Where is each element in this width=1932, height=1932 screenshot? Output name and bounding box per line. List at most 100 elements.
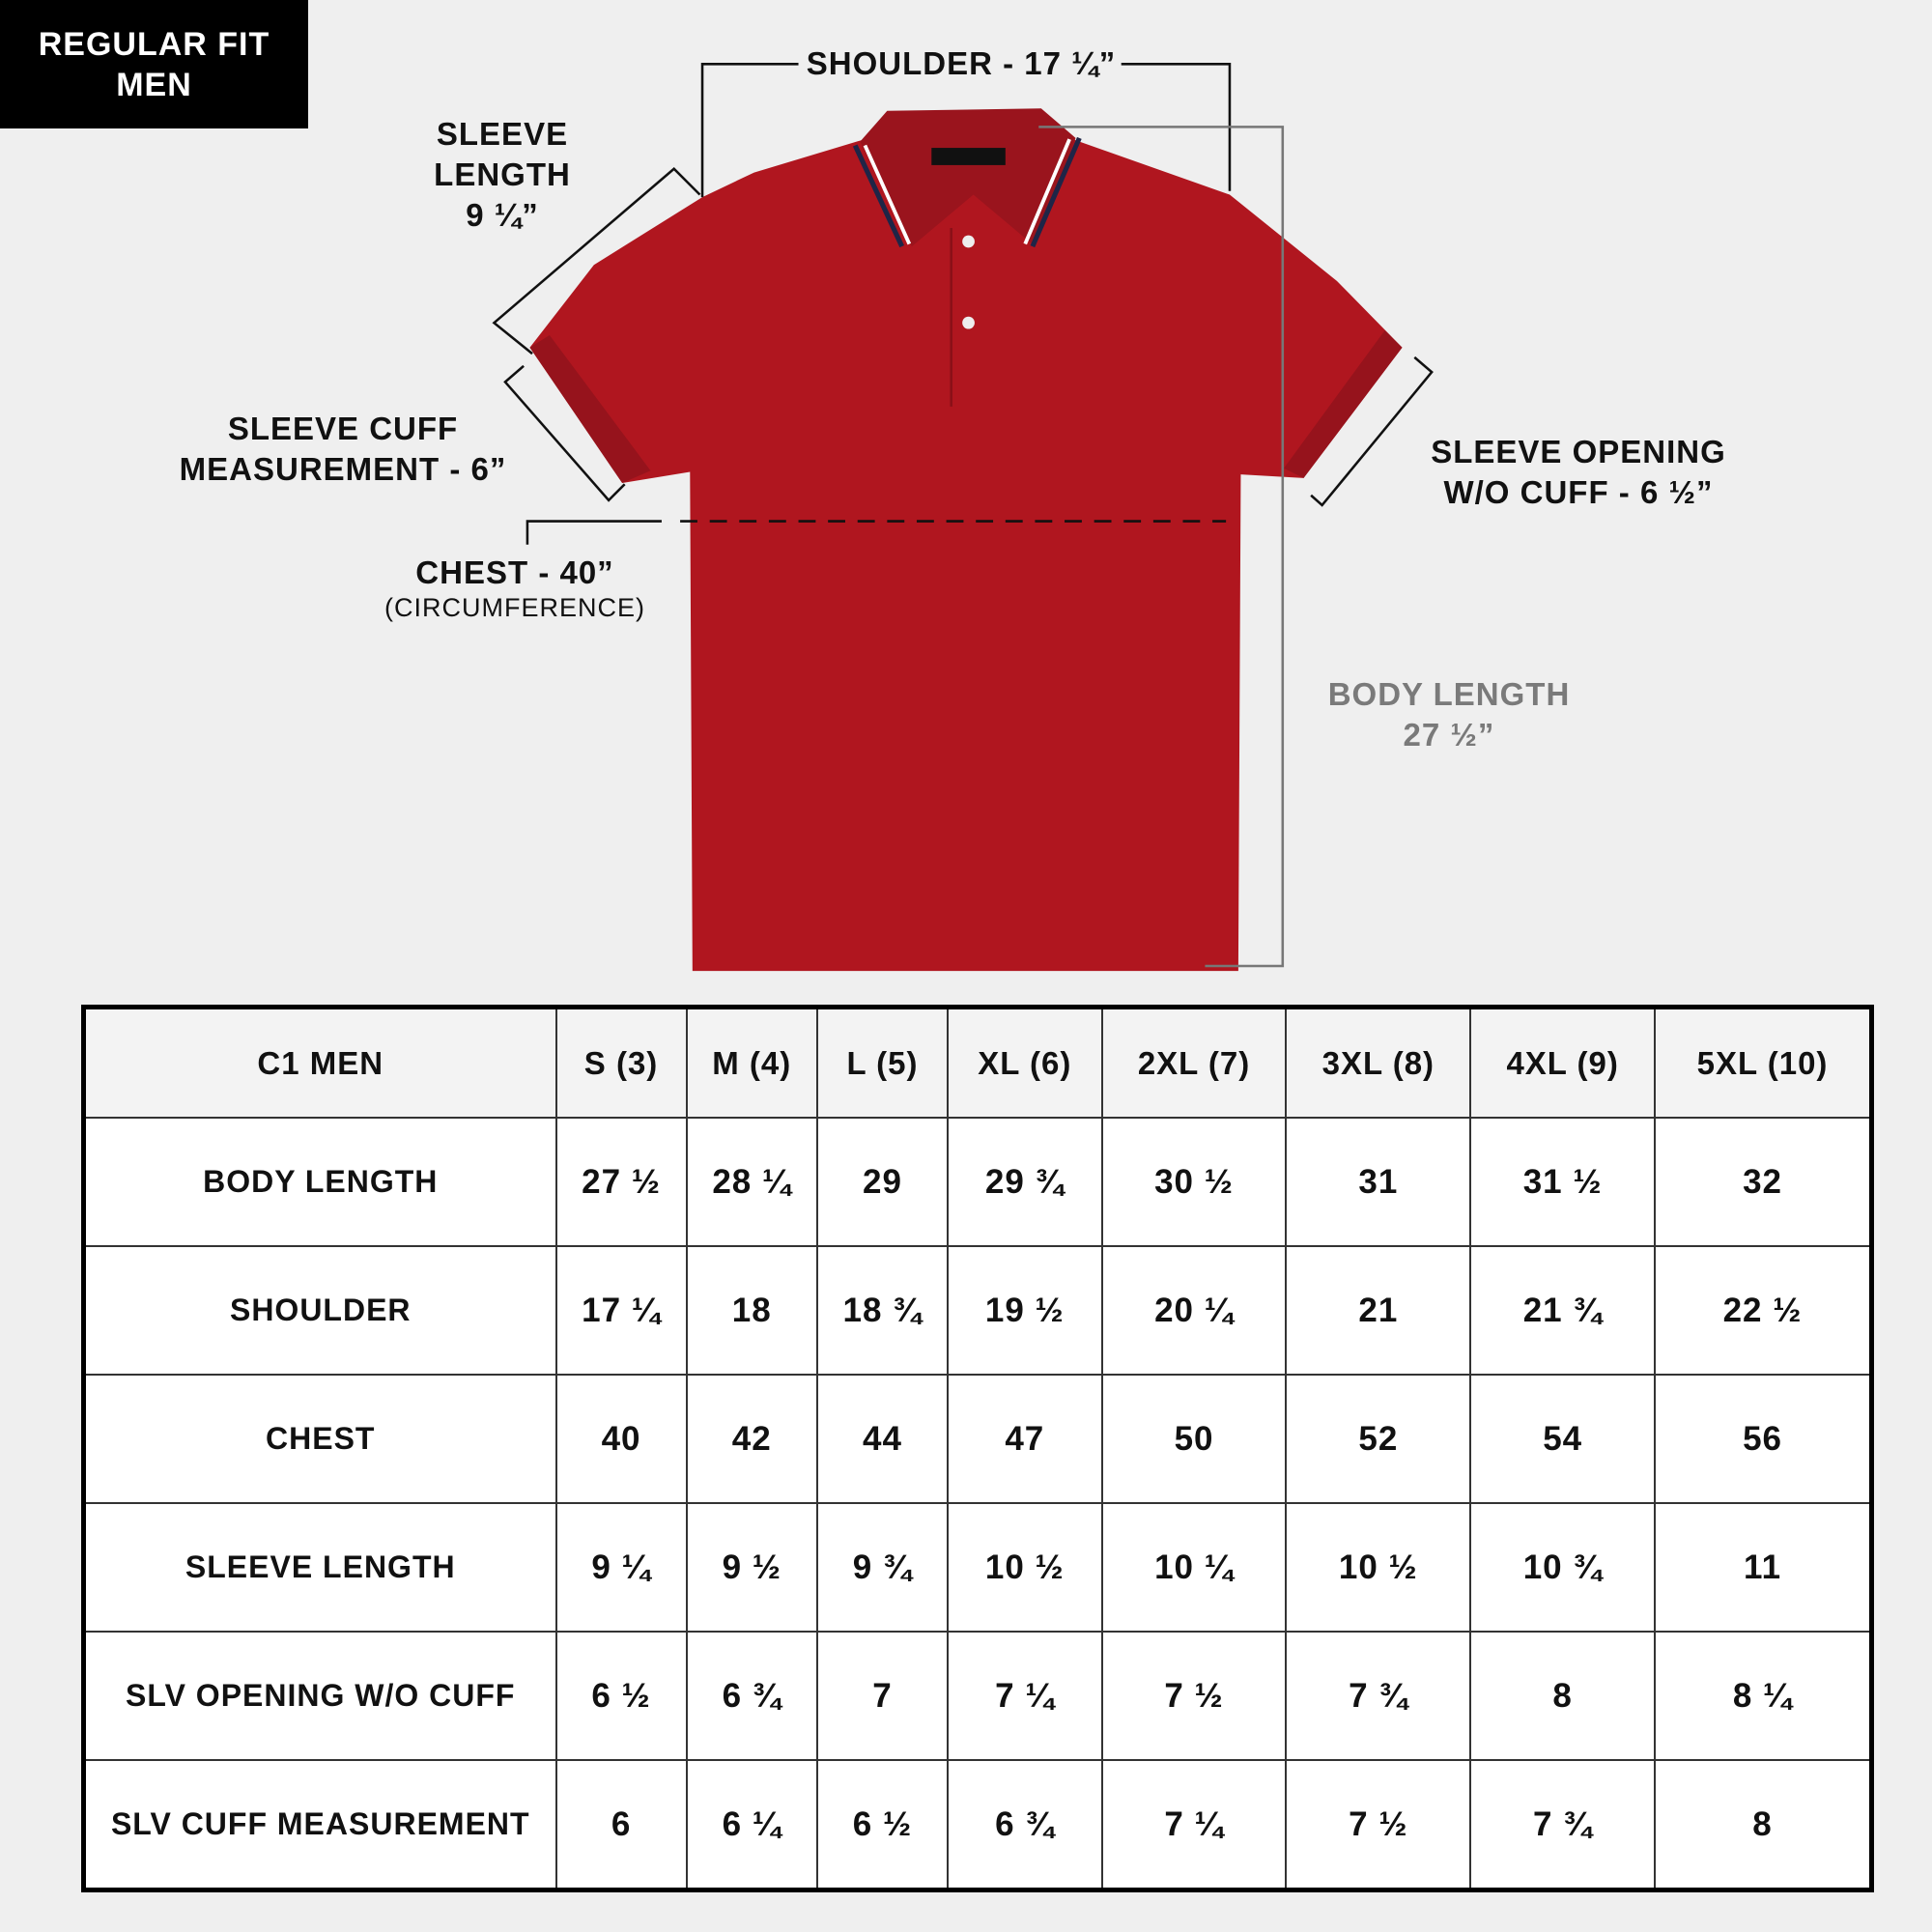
- shirt-body: [529, 135, 1403, 972]
- shoulder-bracket: [700, 63, 1232, 198]
- sleeve-length-label: SLEEVE LENGTH 9 ¼”: [434, 114, 571, 236]
- badge-line2: MEN: [116, 66, 192, 103]
- right-cuff: [1284, 329, 1403, 478]
- sleeve-cuff-label: SLEEVE CUFF MEASUREMENT - 6”: [180, 409, 507, 490]
- table-cell: 6 ¾: [685, 1631, 818, 1761]
- table-cell: 29 ¾: [947, 1117, 1103, 1247]
- table-cell: 22 ½: [1654, 1245, 1873, 1376]
- body-length-label: BODY LENGTH 27 ½”: [1328, 674, 1571, 755]
- collar-stripe-navy: [852, 136, 1082, 248]
- button: [962, 235, 975, 248]
- table-cell: 8: [1654, 1759, 1873, 1891]
- row-label: SHOULDER: [82, 1245, 557, 1376]
- table-cell: 6 ¼: [685, 1759, 818, 1891]
- size-header: 2XL (7): [1100, 1006, 1288, 1119]
- button: [962, 316, 975, 329]
- table-cell: 8 ¼: [1654, 1631, 1873, 1761]
- chest-note: (CIRCUMFERENCE): [384, 593, 645, 622]
- badge-line1: REGULAR FIT: [38, 25, 270, 63]
- sleeve-opening-line2: W/O CUFF - 6 ½”: [1443, 474, 1714, 510]
- neck-label: [931, 148, 1006, 165]
- sleeve-cuff-line1: SLEEVE CUFF: [227, 411, 459, 446]
- chest-label: CHEST - 40” (CIRCUMFERENCE): [384, 553, 645, 622]
- table-cell: 10 ¾: [1469, 1502, 1657, 1633]
- body-length-line1: BODY LENGTH: [1327, 676, 1571, 712]
- size-header: 3XL (8): [1285, 1006, 1472, 1119]
- table-row: BODY LENGTH 27 ½ 28 ¼ 29 29 ¾ 30 ½ 31 31 ½ 32: [82, 1117, 1873, 1247]
- table-cell: 47: [947, 1374, 1103, 1504]
- table-cell: 7: [815, 1631, 950, 1761]
- sleeve-opening-line1: SLEEVE OPENING: [1431, 434, 1726, 469]
- table-cell: 30 ½: [1100, 1117, 1288, 1247]
- table-cell: 42: [685, 1374, 818, 1504]
- shoulder-label: SHOULDER - 17 ¼”: [806, 45, 1117, 81]
- table-cell: 32: [1654, 1117, 1873, 1247]
- row-label: SLEEVE LENGTH: [82, 1502, 557, 1633]
- size-header: S (3): [554, 1006, 688, 1119]
- table-cell: 10 ½: [1285, 1502, 1472, 1633]
- table-header-row: C1 MEN S (3) M (4) L (5) XL (6) 2XL (7) 3XL (8…: [82, 1006, 1873, 1119]
- body-length-bracket: [1038, 126, 1285, 968]
- table-cell: 29: [815, 1117, 950, 1247]
- table-cell: 8: [1469, 1631, 1657, 1761]
- table-cell: 7 ¾: [1285, 1631, 1472, 1761]
- table-cell: 17 ¼: [554, 1245, 688, 1376]
- table-cell: 7 ½: [1100, 1631, 1288, 1761]
- table-cell: 52: [1285, 1374, 1472, 1504]
- sleeve-opening-bracket: [1310, 355, 1434, 507]
- table-cell: 9 ½: [685, 1502, 818, 1633]
- table-cell: 9 ¼: [554, 1502, 688, 1633]
- size-header: 5XL (10): [1654, 1006, 1873, 1119]
- table-cell: 50: [1100, 1374, 1288, 1504]
- size-header: XL (6): [947, 1006, 1103, 1119]
- sleeve-opening-label: SLEEVE OPENING W/O CUFF - 6 ½”: [1431, 432, 1726, 513]
- sleeve-cuff-line2: MEASUREMENT - 6”: [179, 451, 507, 487]
- left-cuff: [529, 334, 651, 483]
- table-cell: 19 ½: [947, 1245, 1103, 1376]
- table-cell: 11: [1654, 1502, 1873, 1633]
- chest-bracket: [526, 520, 662, 545]
- sleeve-length-line2: LENGTH: [434, 156, 571, 192]
- table-cell: 6: [554, 1759, 688, 1891]
- table-cell: 18: [685, 1245, 818, 1376]
- row-label: CHEST: [82, 1374, 557, 1504]
- row-label: SLV OPENING W/O CUFF: [82, 1631, 557, 1761]
- table-row: SHOULDER 17 ¼ 18 18 ¾ 19 ½ 20 ¼ 21 21 ¾ 22 ½: [82, 1245, 1873, 1376]
- size-header: 4XL (9): [1469, 1006, 1657, 1119]
- table-cell: 6 ¾: [947, 1759, 1103, 1891]
- collar-stripe-white: [863, 138, 1071, 245]
- table-cell: 10 ½: [947, 1502, 1103, 1633]
- table-cell: 6 ½: [554, 1631, 688, 1761]
- collar: [860, 108, 1076, 247]
- sleeve-length-value: 9 ¼”: [466, 197, 539, 233]
- table-cell: 21: [1285, 1245, 1472, 1376]
- table-cell: 27 ½: [554, 1117, 688, 1247]
- body-length-value: 27 ½”: [1403, 717, 1495, 753]
- table-row: CHEST 40 42 44 47 50 52 54 56: [82, 1374, 1873, 1504]
- table-cell: 20 ¼: [1100, 1245, 1288, 1376]
- table-cell: 9 ¾: [815, 1502, 950, 1633]
- table-cell: 7 ½: [1285, 1759, 1472, 1891]
- size-header: M (4): [685, 1006, 818, 1119]
- sleeve-length-bracket: [492, 167, 701, 355]
- table-cell: 31 ½: [1469, 1117, 1657, 1247]
- table-cell: 7 ¾: [1469, 1759, 1657, 1891]
- row-label: SLV CUFF MEASUREMENT: [82, 1759, 557, 1891]
- table-cell: 54: [1469, 1374, 1657, 1504]
- table-cell: 10 ¼: [1100, 1502, 1288, 1633]
- sleeve-cuff-bracket: [503, 364, 626, 502]
- table-cell: 7 ¼: [1100, 1759, 1288, 1891]
- table-cell: 18 ¾: [815, 1245, 950, 1376]
- table-header-title: C1 MEN: [82, 1006, 557, 1119]
- row-label: BODY LENGTH: [82, 1117, 557, 1247]
- size-chart-table: C1 MEN S (3) M (4) L (5) XL (6) 2XL (7) 3XL (8…: [81, 1005, 1874, 1892]
- table-cell: 6 ½: [815, 1759, 950, 1891]
- chest-value: CHEST - 40”: [415, 554, 614, 590]
- table-cell: 21 ¾: [1469, 1245, 1657, 1376]
- table-cell: 40: [554, 1374, 688, 1504]
- table-cell: 28 ¼: [685, 1117, 818, 1247]
